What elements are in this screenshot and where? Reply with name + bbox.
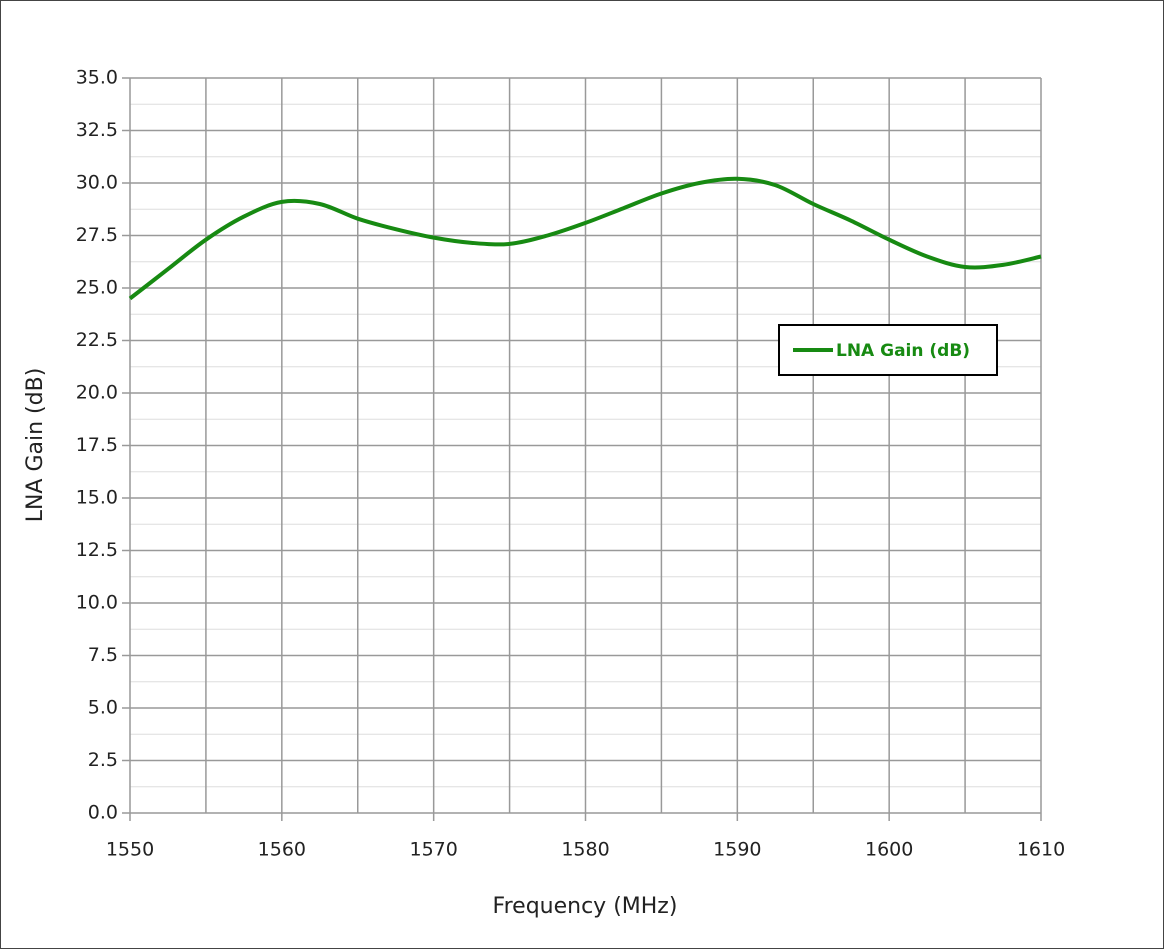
y-tick-label: 22.5 (76, 329, 118, 351)
y-tick-label: 10.0 (76, 592, 118, 614)
y-tick-label: 32.5 (76, 119, 118, 141)
x-tick-label: 1590 (713, 839, 761, 861)
legend-label: LNA Gain (dB) (836, 341, 970, 361)
y-tick-label: 17.5 (76, 434, 118, 456)
x-tick-label: 1560 (258, 839, 306, 861)
y-tick-label: 15.0 (76, 487, 118, 509)
x-tick-label: 1600 (865, 839, 913, 861)
y-tick-label: 20.0 (76, 382, 118, 404)
y-tick-label: 5.0 (88, 697, 118, 719)
x-tick-label: 1610 (1017, 839, 1065, 861)
y-tick-label: 30.0 (76, 172, 118, 194)
x-tick-label: 1570 (409, 839, 457, 861)
y-tick-label: 35.0 (76, 67, 118, 89)
y-tick-label: 0.0 (88, 802, 118, 824)
y-tick-label: 12.5 (76, 539, 118, 561)
x-tick-label: 1580 (561, 839, 609, 861)
y-tick-label: 7.5 (88, 644, 118, 666)
x-axis-title: Frequency (MHz) (493, 894, 678, 919)
grid (122, 77, 1042, 821)
x-tick-label: 1550 (106, 839, 154, 861)
y-tick-label: 27.5 (76, 224, 118, 246)
y-tick-label: 25.0 (76, 277, 118, 299)
line (128, 176, 1042, 301)
y-tick-label: 2.5 (88, 749, 118, 771)
y-axis-title: LNA Gain (dB) (23, 368, 48, 523)
